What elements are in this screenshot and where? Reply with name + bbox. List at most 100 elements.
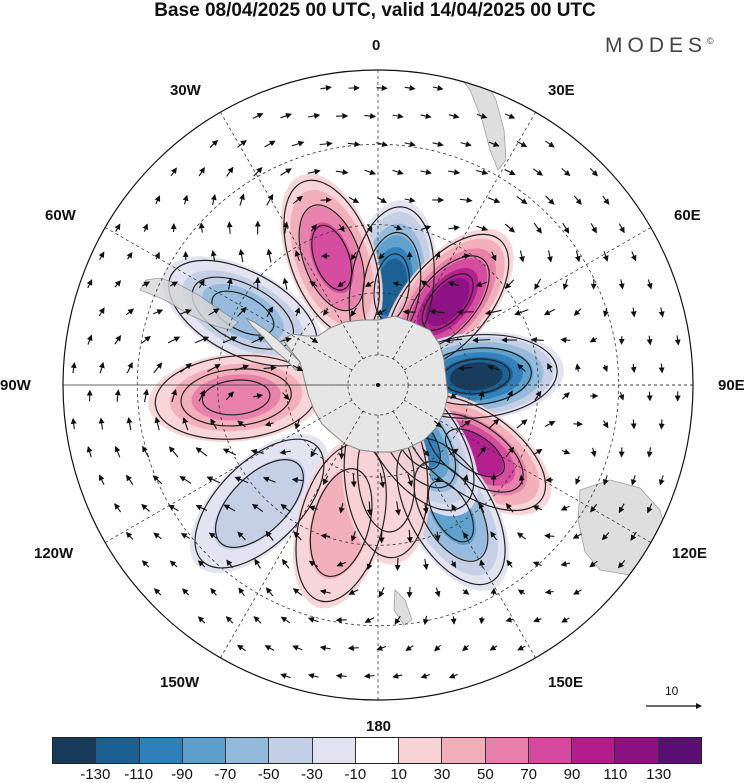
wind-vector [350,307,357,317]
colorbar-label: 10 [390,766,407,783]
wind-vector [253,393,264,400]
wind-vector [602,195,610,205]
colorbar-labels: -130 -110 -90 -70 -50 -30 -10 10 30 50 70 90 110 130 [52,766,702,783]
colorbar-segment [528,738,573,763]
wind-vector [250,448,264,455]
wind-vector [239,193,245,206]
wind-vector [434,251,441,261]
wind-vector [404,85,416,91]
wind-vector [195,504,208,511]
wind-vector [323,308,329,316]
wind-vector [323,475,329,486]
wind-vector [282,277,289,290]
wind-vector [561,168,571,177]
colorbar-segment [355,738,400,763]
wind-vector [378,252,385,260]
wind-vector [450,392,457,399]
wind-vector [406,529,413,544]
wind-vector [253,616,262,624]
wind-vector [182,588,190,596]
colorbar-segment [312,738,356,763]
colorbar-segment [139,738,183,763]
wind-vector [280,673,291,679]
colorbar-segment [442,738,486,763]
wind-vector [420,169,432,176]
wind-vector [392,672,403,679]
wind-vector [378,587,385,598]
wind-vector [226,221,233,234]
wind-vector [170,167,177,177]
wind-vector [335,673,347,679]
wind-vector [472,337,491,344]
wind-vector [478,502,485,513]
antarctica [282,315,449,453]
copyright-mark: © [707,36,714,46]
wind-vector [114,445,121,458]
wind-vector [279,449,291,456]
wind-vector [280,337,292,343]
wind-vector [517,363,526,372]
wind-vector [404,141,416,147]
colorbar-segment [485,738,529,763]
wind-vector [505,446,515,457]
colorbar-label: 90 [563,766,581,783]
wind-vector [309,337,319,344]
wind-vector [98,251,105,260]
wind-vector [210,418,217,430]
wind-vector [350,473,357,488]
wind-vector [459,197,473,204]
wind-vector [574,250,581,263]
wind-vector [421,225,432,231]
wind-vector [179,476,192,484]
lon-label-150e: 150E [548,674,584,691]
wind-vector [266,306,274,318]
wind-vector [263,364,277,371]
wind-vector [237,306,247,317]
wind-vector [560,505,571,511]
wind-vector [171,388,177,403]
wind-vector [182,417,189,431]
wind-vector [210,250,217,262]
contour-group [283,179,381,336]
wind-vector [546,250,553,263]
wind-vector [182,194,189,205]
lon-label-90e: 90E [718,377,745,394]
wind-vector [194,336,210,344]
wind-vector [376,141,389,148]
wind-vector [168,504,179,512]
wind-vector [407,474,413,487]
wind-vector [180,533,191,539]
wind-vector [238,587,245,597]
wind-vector [562,222,570,234]
wind-vector [572,533,583,539]
antarctic-peninsula [245,317,301,371]
wind-vector [462,644,469,652]
wind-vector [234,476,249,484]
wind-vector [602,475,609,486]
wind-vector [280,168,292,176]
anomaly-center [148,352,324,442]
wind-vector [533,222,542,234]
wind-vector [264,645,275,651]
wind-vector [376,85,388,91]
anomaly-level [213,457,306,550]
wind-vector [506,559,513,568]
colorbar-segment [399,738,443,763]
wind-vector [516,141,528,147]
wind-vector [86,445,93,458]
wind-vector [206,476,221,484]
wind-vector [114,335,122,345]
wind-vector [237,531,246,541]
wind-vector [294,250,301,262]
wind-vector [545,140,555,148]
colorbar-segment [182,738,227,763]
wind-vector [237,644,246,652]
wind-vector [573,589,582,595]
wind-vector [98,474,105,485]
colorbar-label: -50 [257,766,280,783]
pole-marker [376,383,380,387]
wind-vector [251,336,265,344]
contour-lines [154,179,558,603]
wind-vector [366,501,373,516]
wind-vector [225,391,234,401]
